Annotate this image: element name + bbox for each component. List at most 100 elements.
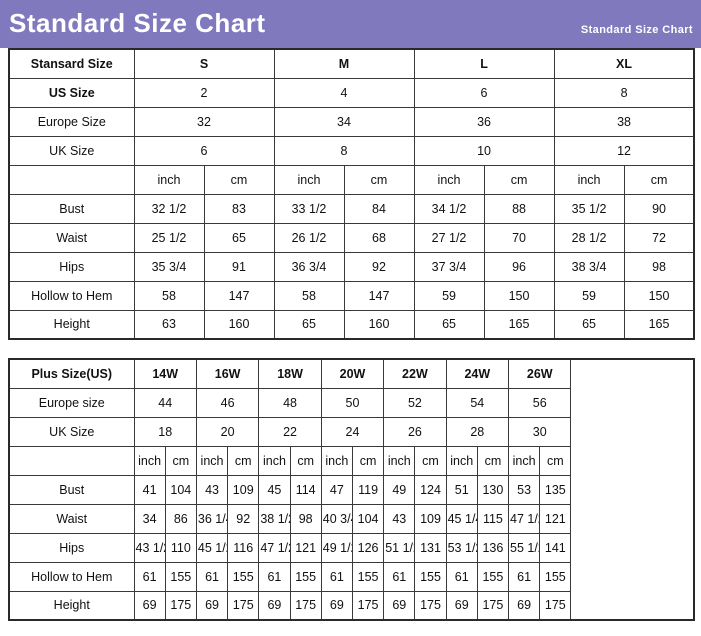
- unit-cm: cm: [227, 445, 260, 476]
- size-group-22W: 22W: [383, 358, 447, 389]
- cell-value: 20: [195, 416, 260, 447]
- measurement-value: 69: [508, 590, 541, 621]
- measurement-value: 175: [539, 590, 572, 621]
- cell-value: 12: [553, 135, 695, 166]
- measurement-value: 45: [258, 474, 291, 505]
- measurement-value: 34: [133, 503, 166, 534]
- measurement-value: 83: [203, 193, 275, 224]
- measurement-label-bust: Bust: [8, 474, 135, 505]
- size-group-18W: 18W: [258, 358, 322, 389]
- unit-row-blank-label: [8, 445, 135, 476]
- unit-cm: cm: [164, 445, 197, 476]
- cell-value: 8: [273, 135, 415, 166]
- cell-value: 44: [133, 387, 197, 418]
- measurement-value: 69: [320, 590, 353, 621]
- measurement-value: 65: [203, 222, 275, 253]
- measurement-value: 98: [289, 503, 322, 534]
- cell-value: 26: [383, 416, 447, 447]
- bottom-padding: [0, 621, 701, 631]
- measurement-value: 38 1/2: [258, 503, 291, 534]
- measurement-value: 150: [623, 280, 695, 311]
- measurement-value: 49 1/2: [320, 532, 353, 563]
- measurement-value: 41: [133, 474, 166, 505]
- measurement-value: 150: [483, 280, 555, 311]
- measurement-value: 35 3/4: [133, 251, 205, 282]
- measurement-value: 26 1/2: [273, 222, 345, 253]
- measurement-value: 104: [351, 503, 385, 534]
- size-group-16W: 16W: [195, 358, 260, 389]
- measurement-label-hips: Hips: [8, 532, 135, 563]
- measurement-value: 114: [289, 474, 322, 505]
- measurement-value: 69: [133, 590, 166, 621]
- measurement-value: 61: [445, 561, 478, 592]
- measurement-row: Hollow to Hem581475814759150591506015260…: [8, 280, 695, 311]
- cell-value: 46: [195, 387, 260, 418]
- measurement-value: 110: [164, 532, 197, 563]
- size-group-M: M: [273, 48, 415, 79]
- row-label-europe-size: Europe Size: [8, 106, 135, 137]
- measurement-value: 69: [445, 590, 478, 621]
- empty-trailing-column: [570, 358, 695, 621]
- measurement-value: 65: [553, 309, 625, 340]
- unit-cm: cm: [203, 164, 275, 195]
- measurement-value: 115: [476, 503, 510, 534]
- unit-inch: inch: [508, 445, 541, 476]
- measurement-value: 69: [383, 590, 416, 621]
- measurement-value: 40 3/4: [320, 503, 353, 534]
- measurement-label-hollow-to-hem: Hollow to Hem: [8, 561, 135, 592]
- measurement-value: 124: [414, 474, 447, 505]
- size-group-S: S: [133, 48, 275, 79]
- measurement-value: 92: [227, 503, 260, 534]
- standard_table-header-label: Stansard Size: [8, 48, 135, 79]
- cell-value: 28: [445, 416, 510, 447]
- measurement-value: 27 1/2: [413, 222, 485, 253]
- measurement-value: 55 1/2: [508, 532, 541, 563]
- unit-inch: inch: [258, 445, 291, 476]
- cell-value: 32: [133, 106, 275, 137]
- measurement-value: 38 3/4: [553, 251, 625, 282]
- cell-value: 18: [133, 416, 197, 447]
- measurement-label-hips: Hips: [8, 251, 135, 282]
- unit-cm: cm: [289, 445, 322, 476]
- row-label-uk-size: UK Size: [8, 416, 135, 447]
- plus-size-table: Plus Size(US) 14W 16W 18W 20W 22W 24W 26W Europe…: [8, 358, 695, 621]
- measurement-label-height: Height: [8, 590, 135, 621]
- measurement-label-bust: Bust: [8, 193, 135, 224]
- measurement-label-waist: Waist: [8, 222, 135, 253]
- unit-inch: inch: [133, 164, 205, 195]
- measurement-value: 116: [227, 532, 260, 563]
- measurement-value: 131: [414, 532, 447, 563]
- measurement-value: 160: [343, 309, 415, 340]
- measurement-value: 61: [320, 561, 353, 592]
- measurement-value: 141: [539, 532, 572, 563]
- table-row: Europe size 44 46 48 50 52 54 56: [8, 387, 694, 418]
- size-group-26W: 26W: [508, 358, 572, 389]
- size-group-XL: XL: [553, 48, 695, 79]
- measurement-value: 61: [258, 561, 291, 592]
- measurement-value: 165: [623, 309, 695, 340]
- measurement-value: 86: [164, 503, 197, 534]
- unit-inch: inch: [445, 445, 478, 476]
- measurement-value: 61: [508, 561, 541, 592]
- measurement-value: 147: [203, 280, 275, 311]
- row-label-europe-size: Europe size: [8, 387, 135, 418]
- measurement-value: 135: [539, 474, 572, 505]
- measurement-value: 155: [414, 561, 447, 592]
- cell-value: 38: [553, 106, 695, 137]
- measurement-value: 33 1/2: [273, 193, 345, 224]
- measurement-value: 35 1/2: [553, 193, 625, 224]
- measurement-value: 34 1/2: [413, 193, 485, 224]
- measurement-value: 109: [414, 503, 447, 534]
- unit-header-row: inchcminchcminchcminchcminchcminchcminch…: [8, 164, 695, 195]
- unit-cm: cm: [483, 164, 555, 195]
- measurement-value: 36 3/4: [273, 251, 345, 282]
- measurement-value: 155: [164, 561, 197, 592]
- measurement-value: 53: [508, 474, 541, 505]
- measurement-value: 121: [289, 532, 322, 563]
